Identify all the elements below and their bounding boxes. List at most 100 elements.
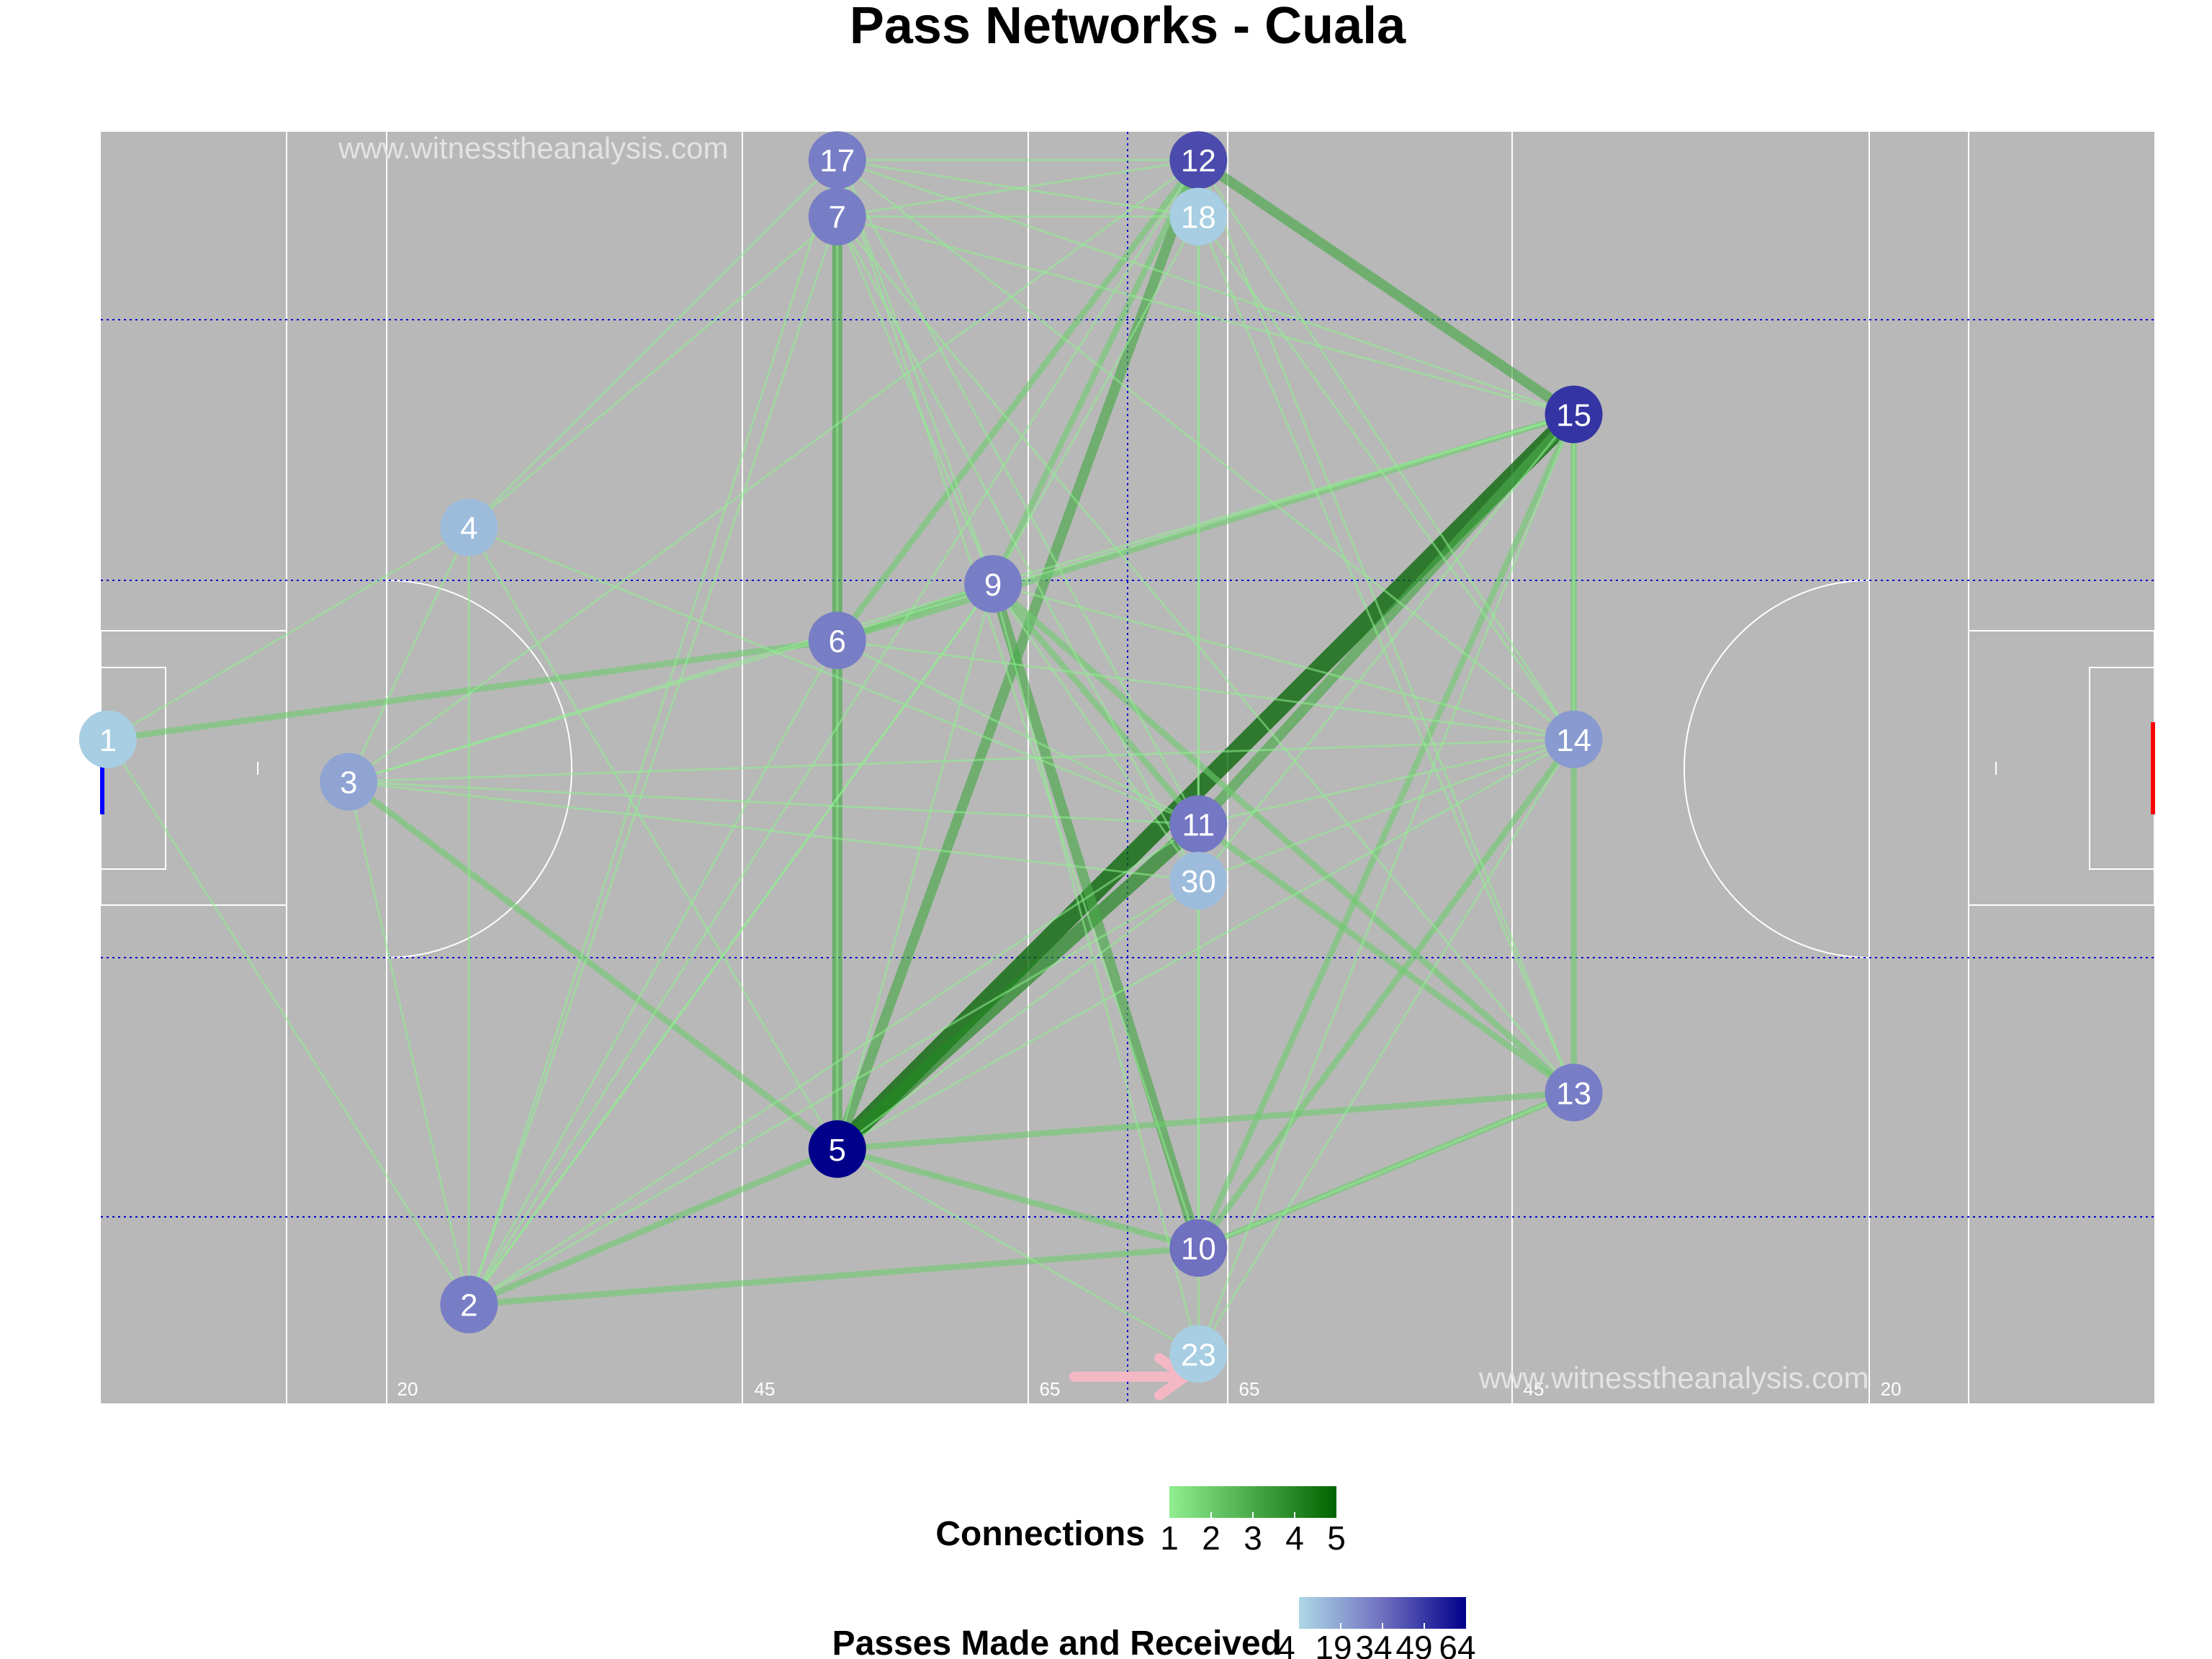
connection-9-13 <box>989 580 1577 1096</box>
player-marker <box>1545 385 1603 444</box>
connection-4-5 <box>467 526 839 1151</box>
legend-connections-title: Connections <box>935 1515 1145 1553</box>
connection-9-18 <box>992 215 1200 585</box>
connection-6-2 <box>467 639 839 1306</box>
legend-tick-label: 2 <box>1202 1519 1220 1557</box>
connection-7-2 <box>467 215 839 1306</box>
player-node-23: 23 <box>1169 1325 1228 1383</box>
connection-9-11 <box>989 580 1202 827</box>
connection-4-1 <box>107 526 470 741</box>
connection-23-14 <box>1197 738 1575 1355</box>
connection-9-23 <box>992 583 1200 1355</box>
player-marker <box>78 710 137 768</box>
connection-12-3 <box>347 158 1200 783</box>
player-marker <box>964 554 1022 613</box>
connection-3-9 <box>347 583 994 783</box>
player-node-9: 9 <box>964 554 1022 613</box>
distance-label: 65 <box>1040 1378 1061 1400</box>
connection-2-30 <box>467 879 1200 1306</box>
connection-5-14 <box>836 738 1575 1151</box>
arc-left <box>386 580 572 958</box>
connection-18-14 <box>1197 215 1575 741</box>
player-marker <box>1545 710 1603 768</box>
player-node-4: 4 <box>440 498 498 557</box>
player-node-3: 3 <box>320 752 378 811</box>
connection-2-5 <box>466 1146 841 1308</box>
player-number: 30 <box>1181 864 1216 899</box>
legend-passes-ticks: 4 19 34 49 64 <box>1277 1623 1476 1659</box>
connection-9-5 <box>836 583 994 1151</box>
legend-tick-label: 34 <box>1355 1629 1392 1659</box>
connection-7-13 <box>836 215 1575 1094</box>
grid-dotted <box>101 132 2154 1403</box>
connection-15-3 <box>347 413 1575 783</box>
player-number: 4 <box>460 511 477 546</box>
connection-7-4 <box>467 215 839 529</box>
legend-tick-label: 64 <box>1439 1629 1475 1659</box>
connection-5-10 <box>834 1146 1202 1251</box>
connection-11-14 <box>1197 738 1575 825</box>
chart-title: Pass Networks - Cuala <box>850 0 1406 55</box>
connection-3-5 <box>345 778 841 1153</box>
player-number: 6 <box>829 624 846 659</box>
arc-right <box>1683 580 1870 958</box>
connection-12-2 <box>467 158 1200 1306</box>
connection-6-14 <box>836 639 1575 741</box>
player-node-13: 13 <box>1545 1064 1603 1122</box>
connection-17-2 <box>467 158 839 1306</box>
legend-tick-label: 49 <box>1395 1629 1432 1659</box>
watermark-top: www.witnesstheanalysis.com <box>338 131 729 165</box>
connection-23-5 <box>836 1148 1200 1355</box>
player-number: 15 <box>1556 397 1591 433</box>
connection-1-2 <box>107 738 470 1306</box>
connection-2-11 <box>467 822 1200 1306</box>
connection-12-15 <box>1193 155 1579 420</box>
player-node-17: 17 <box>808 131 866 189</box>
player-marker <box>440 1275 498 1334</box>
connection-17-9 <box>836 158 994 585</box>
connection-30-15 <box>1197 413 1575 882</box>
connection-7-15 <box>836 215 1575 415</box>
player-number: 3 <box>340 765 357 801</box>
connection-3-2 <box>347 781 470 1306</box>
watermark-bottom: www.witnesstheanalysis.com <box>1478 1361 1869 1395</box>
player-node-14: 14 <box>1545 710 1603 768</box>
connection-9-10 <box>988 578 1204 1254</box>
connection-5-30 <box>836 879 1200 1151</box>
connection-17-4 <box>467 158 839 529</box>
connection-10-15 <box>1195 411 1577 1251</box>
connection-2-10 <box>466 1244 1202 1308</box>
connection-3-11 <box>347 781 1200 825</box>
player-node-11: 11 <box>1169 795 1228 853</box>
connection-7-30 <box>836 215 1200 882</box>
player-node-15: 15 <box>1545 385 1603 444</box>
player-number: 23 <box>1181 1337 1216 1372</box>
player-marker <box>320 752 378 811</box>
connection-7-12 <box>836 158 1200 218</box>
legend-passes-title: Passes Made and Received <box>832 1624 1282 1659</box>
legend-tick-label: 19 <box>1315 1629 1352 1659</box>
player-marker <box>1169 131 1228 189</box>
player-marker <box>1169 1325 1228 1383</box>
connection-2-9 <box>467 583 994 1306</box>
player-node-7: 7 <box>808 187 866 246</box>
player-number: 10 <box>1181 1231 1216 1267</box>
connection-4-3 <box>347 526 470 783</box>
player-marker <box>1169 851 1228 909</box>
connection-12-13 <box>1197 158 1575 1094</box>
connection-9-12 <box>989 156 1202 588</box>
connection-10-14 <box>1195 736 1577 1251</box>
connection-4-11 <box>467 526 1200 825</box>
connection-5-15 <box>828 405 1583 1159</box>
player-marker <box>808 1120 866 1178</box>
player-node-5: 5 <box>808 1120 866 1178</box>
player-number: 11 <box>1182 807 1215 842</box>
connection-15-23 <box>1197 413 1575 1355</box>
player-marker <box>808 131 866 189</box>
connection-3-30 <box>347 781 1200 882</box>
connection-5-13 <box>834 1089 1577 1153</box>
player-number: 14 <box>1556 723 1591 758</box>
